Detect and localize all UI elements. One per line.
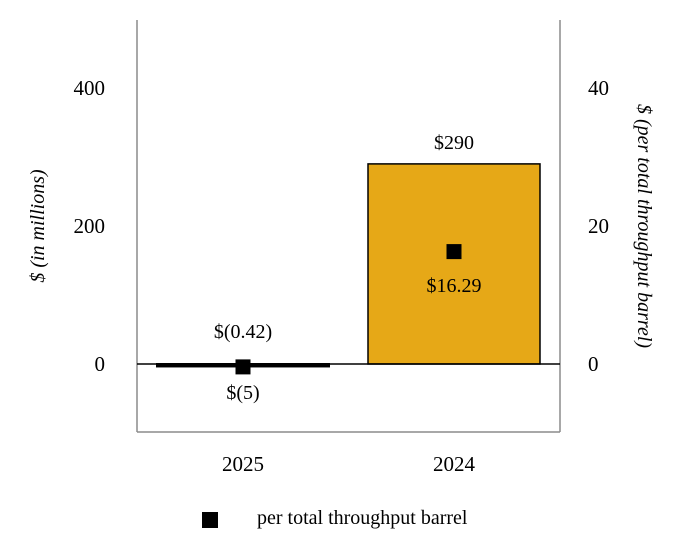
y-axis-title-right: $ (per total throughput barrel) (633, 104, 655, 348)
left-tick-label: 0 (95, 352, 106, 376)
legend-marker-icon (202, 512, 218, 528)
right-tick-label: 40 (588, 76, 609, 100)
legend-label: per total throughput barrel (257, 507, 468, 529)
right-tick-label: 20 (588, 214, 609, 238)
category-label: 2024 (433, 452, 476, 476)
marker-value-label: $(0.42) (214, 321, 272, 343)
left-tick-label: 200 (74, 214, 106, 238)
y-axis-title-left: $ (in millions) (27, 169, 49, 283)
right-tick-label: 0 (588, 352, 599, 376)
category-label: 2025 (222, 452, 264, 476)
bar-value-label: $(5) (226, 382, 259, 404)
bar-2024 (367, 163, 541, 365)
bar-value-label: $290 (434, 132, 474, 154)
left-tick-label: 400 (74, 76, 106, 100)
chart: 0 200 400 0 20 40 2025 2024 $(5) $290 $(… (27, 20, 655, 476)
bars (156, 163, 541, 368)
markers (235, 244, 462, 375)
marker-2025 (235, 359, 251, 375)
marker-2024 (446, 244, 462, 260)
marker-value-label: $16.29 (427, 275, 482, 297)
legend: per total throughput barrel (0, 504, 682, 538)
